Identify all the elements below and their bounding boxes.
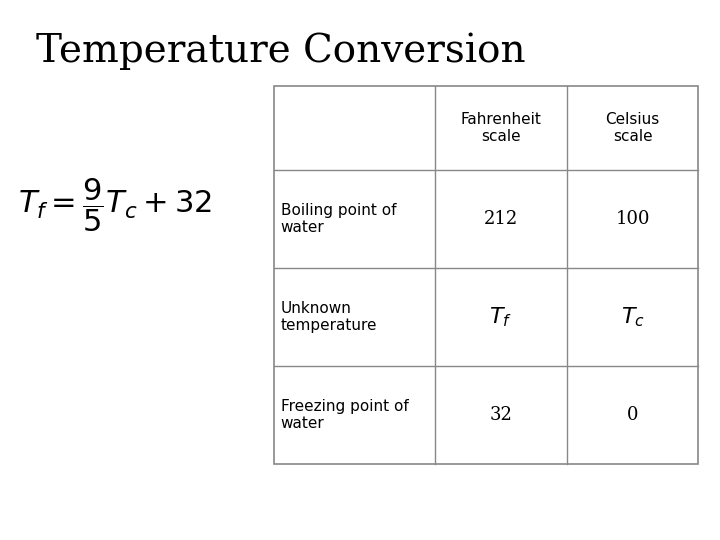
Text: Unknown
temperature: Unknown temperature [281,301,377,333]
Text: 0: 0 [627,406,639,424]
Text: 32: 32 [490,406,513,424]
Text: Freezing point of
water: Freezing point of water [281,399,408,431]
Text: Fahrenheit
scale: Fahrenheit scale [460,112,541,144]
Bar [274,86,698,464]
Text: Temperature Conversion: Temperature Conversion [36,32,526,70]
Text: 100: 100 [616,210,650,228]
Text: $T_c$: $T_c$ [621,305,644,329]
Text: $T_f = \dfrac{9}{5}T_c + 32$: $T_f = \dfrac{9}{5}T_c + 32$ [18,177,212,234]
Text: Boiling point of
water: Boiling point of water [281,202,396,235]
Text: Celsius
scale: Celsius scale [606,112,660,144]
Text: $T_f$: $T_f$ [490,305,513,329]
Text: 212: 212 [484,210,518,228]
